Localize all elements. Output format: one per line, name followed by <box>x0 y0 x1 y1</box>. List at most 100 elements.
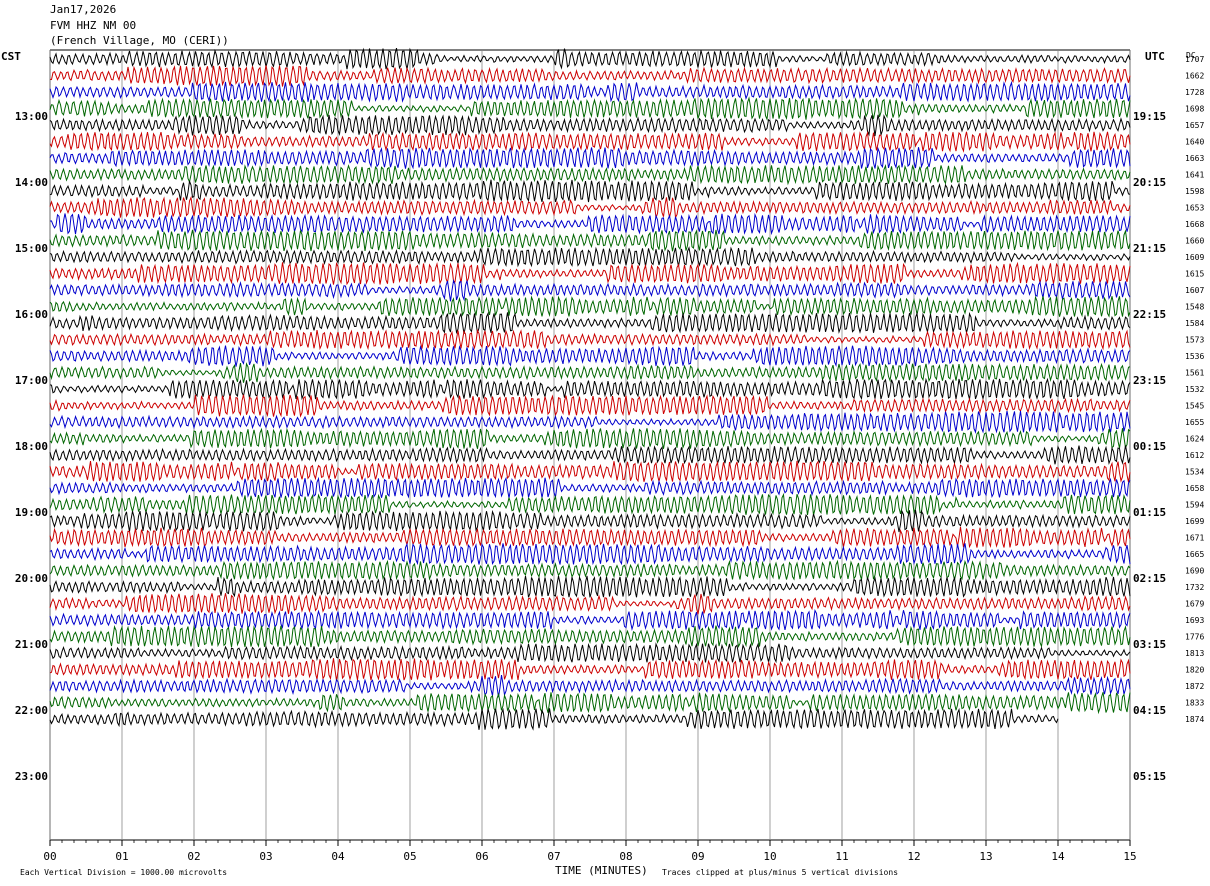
x-tick-label: 14 <box>1051 850 1065 863</box>
dc-offset-label: 1653 <box>1185 204 1204 213</box>
dc-offset-label: 1679 <box>1185 600 1204 609</box>
header-station: FVM HHZ NM 00 <box>50 19 137 32</box>
utc-hour-label: 22:15 <box>1133 308 1166 321</box>
x-tick-label: 03 <box>259 850 272 863</box>
seismic-trace <box>49 246 1131 268</box>
seismic-trace <box>49 593 1131 615</box>
dc-offset-label: 1657 <box>1185 121 1204 130</box>
x-tick-label: 13 <box>979 850 992 863</box>
dc-offset-label: 1665 <box>1185 550 1204 559</box>
x-tick-label: 07 <box>547 850 560 863</box>
utc-hour-label: 21:15 <box>1133 242 1166 255</box>
seismic-trace <box>49 261 1131 286</box>
dc-offset-label: 1534 <box>1185 468 1204 477</box>
seismic-trace <box>49 410 1131 434</box>
seismic-trace <box>49 460 1131 483</box>
utc-hour-label: 23:15 <box>1133 374 1166 387</box>
x-tick-label: 02 <box>187 850 200 863</box>
seismic-trace <box>49 295 1131 318</box>
dc-offset-label: 1699 <box>1185 517 1204 526</box>
dc-offset-label: 1607 <box>1185 286 1204 295</box>
x-tick-label: 00 <box>43 850 56 863</box>
dc-offset-label: 1609 <box>1185 253 1204 262</box>
dc-offset-label: 1833 <box>1185 699 1204 708</box>
right-timezone-label: UTC <box>1145 50 1165 63</box>
x-tick-label: 15 <box>1123 850 1136 863</box>
scale-note: Each Vertical Division = 1000.00 microvo… <box>20 868 228 877</box>
seismic-trace <box>49 691 1131 715</box>
seismic-trace <box>49 146 1131 170</box>
dc-offset-label: 1693 <box>1185 616 1204 625</box>
utc-hour-label: 03:15 <box>1133 638 1166 651</box>
dc-offset-label: 1573 <box>1185 336 1204 345</box>
dc-offset-label: 1594 <box>1185 501 1204 510</box>
x-tick-label: 01 <box>115 850 128 863</box>
utc-hour-label: 01:15 <box>1133 506 1166 519</box>
seismic-trace <box>49 131 1131 153</box>
x-tick-label: 11 <box>835 850 848 863</box>
cst-hour-label: 22:00 <box>15 704 48 717</box>
seismic-trace <box>49 445 1131 466</box>
dc-offset-label: 1658 <box>1185 484 1204 493</box>
dc-offset-label: 1662 <box>1185 72 1204 81</box>
cst-hour-label: 23:00 <box>15 770 48 783</box>
dc-offset-label: 1655 <box>1185 418 1204 427</box>
seismic-trace <box>49 114 1131 137</box>
seismic-trace <box>49 96 1131 121</box>
dc-offset-label: 1690 <box>1185 567 1204 576</box>
seismic-trace <box>49 559 1131 581</box>
dc-offset-label: 1584 <box>1185 319 1204 328</box>
dc-offset-label: 1872 <box>1185 682 1204 691</box>
dc-offset-label: 1545 <box>1185 402 1204 411</box>
dc-offset-label: 1640 <box>1185 138 1204 147</box>
dc-offset-label: 1598 <box>1185 187 1204 196</box>
seismic-trace <box>49 279 1131 302</box>
seismic-trace <box>49 427 1131 450</box>
seismic-trace <box>49 195 1131 220</box>
dc-offset-label: 1707 <box>1185 55 1204 64</box>
cst-hour-label: 14:00 <box>15 176 48 189</box>
dc-offset-label: 1671 <box>1185 534 1204 543</box>
dc-offset-label: 1615 <box>1185 270 1204 279</box>
x-tick-label: 12 <box>907 850 920 863</box>
utc-hour-label: 05:15 <box>1133 770 1166 783</box>
dc-offset-label: 1624 <box>1185 435 1204 444</box>
seismic-trace <box>49 394 1131 418</box>
dc-offset-label: 1663 <box>1185 154 1204 163</box>
cst-hour-label: 13:00 <box>15 110 48 123</box>
dc-offset-label: 1536 <box>1185 352 1204 361</box>
seismic-trace <box>49 47 1131 70</box>
x-tick-label: 05 <box>403 850 416 863</box>
seismic-trace <box>49 212 1131 236</box>
dc-offset-label: 1561 <box>1185 369 1204 378</box>
x-tick-label: 08 <box>619 850 632 863</box>
seismic-trace <box>49 509 1131 533</box>
x-tick-label: 09 <box>691 850 704 863</box>
dc-offset-label: 1813 <box>1185 649 1204 658</box>
seismic-trace <box>49 542 1131 566</box>
seismic-trace <box>49 164 1131 186</box>
dc-offset-label: 1612 <box>1185 451 1204 460</box>
cst-hour-label: 17:00 <box>15 374 48 387</box>
seismic-trace <box>49 229 1131 252</box>
seismic-trace <box>49 65 1131 87</box>
dc-offset-label: 1668 <box>1185 220 1204 229</box>
dc-offset-label: 1732 <box>1185 583 1204 592</box>
dc-offset-label: 1548 <box>1185 303 1204 312</box>
seismic-trace <box>49 624 1131 649</box>
cst-hour-label: 19:00 <box>15 506 48 519</box>
seismic-trace <box>49 642 1131 664</box>
header-location: (French Village, MO (CERI)) <box>50 34 229 47</box>
x-tick-label: 06 <box>475 850 488 863</box>
dc-offset-label: 1698 <box>1185 105 1204 114</box>
cst-hour-label: 16:00 <box>15 308 48 321</box>
seismic-trace <box>49 362 1131 383</box>
cst-hour-label: 21:00 <box>15 638 48 651</box>
dc-offset-label: 1776 <box>1185 633 1204 642</box>
seismic-trace <box>49 377 1131 401</box>
header-date: Jan17,2026 <box>50 3 117 16</box>
utc-hour-label: 00:15 <box>1133 440 1166 453</box>
seismic-trace <box>49 492 1131 516</box>
utc-hour-label: 02:15 <box>1133 572 1166 585</box>
